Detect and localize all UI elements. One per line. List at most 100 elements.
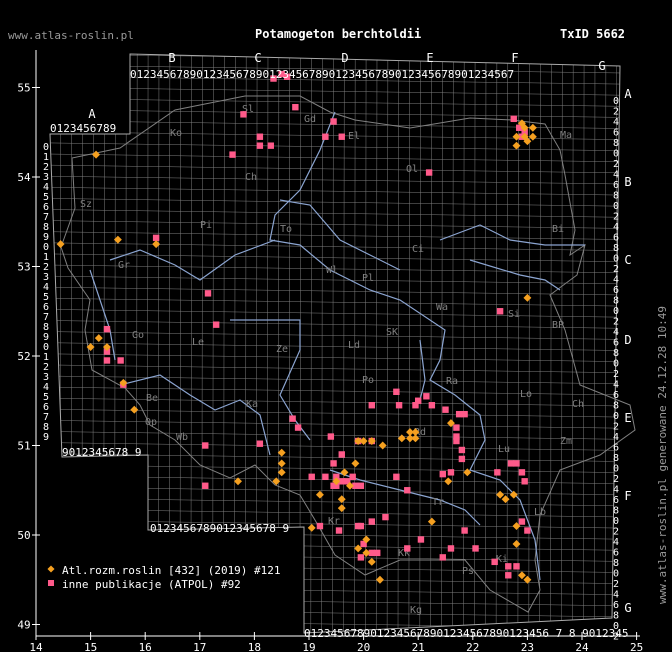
atlas-record-marker bbox=[152, 240, 161, 249]
region-label: Wa bbox=[436, 302, 448, 313]
grid-digit-right: 6 bbox=[613, 338, 619, 349]
other-publication-marker bbox=[439, 470, 446, 478]
grid-digit-right: 0 bbox=[613, 621, 619, 632]
atlas-record-marker bbox=[411, 428, 420, 437]
other-publication-marker bbox=[357, 522, 365, 530]
x-tick-label: 23 bbox=[521, 641, 534, 652]
grid-line-horizontal bbox=[50, 597, 620, 607]
grid-line-vertical bbox=[147, 54, 149, 633]
grid-digit-right: 2 bbox=[613, 212, 619, 223]
grid-line-vertical bbox=[375, 54, 378, 633]
other-publication-marker bbox=[455, 410, 463, 418]
grid-line-horizontal bbox=[50, 186, 620, 196]
atlas-record-marker bbox=[337, 495, 346, 504]
atlas-record-marker bbox=[528, 123, 537, 132]
other-publication-marker bbox=[283, 73, 291, 80]
grid-line-vertical bbox=[408, 54, 410, 633]
atlas-record-marker bbox=[509, 490, 518, 499]
grid-letter-right: E bbox=[624, 411, 631, 425]
region-label: Lo bbox=[520, 389, 532, 400]
other-publication-marker bbox=[316, 522, 324, 530]
y-tick-label: 49 bbox=[17, 619, 30, 632]
grid-digit-left: 8 bbox=[43, 322, 49, 333]
atlas-record-marker bbox=[340, 468, 349, 477]
other-publication-marker bbox=[513, 563, 520, 570]
grid-digit-left: 8 bbox=[43, 222, 49, 233]
grid-digit-left: 3 bbox=[43, 272, 49, 283]
grid-line-horizontal bbox=[50, 375, 620, 385]
other-publication-marker bbox=[382, 513, 389, 521]
grid-line-vertical bbox=[125, 54, 127, 633]
region-label: Pi bbox=[200, 220, 212, 231]
grid-line-vertical bbox=[234, 54, 236, 633]
atlas-record-marker bbox=[523, 575, 532, 584]
grid-digit-right: 0 bbox=[613, 306, 619, 317]
region-label: Wl bbox=[326, 265, 338, 276]
atlas-record-marker bbox=[113, 235, 122, 244]
grid-digit-right: 0 bbox=[613, 516, 619, 527]
other-publication-marker bbox=[494, 469, 501, 476]
region-label: Gd bbox=[304, 114, 316, 125]
grid-line-vertical bbox=[343, 54, 345, 633]
other-publication-marker bbox=[330, 460, 337, 467]
region-label: Sz bbox=[80, 199, 92, 210]
grid-digit-left: 0 bbox=[43, 242, 49, 253]
grid-line-vertical bbox=[310, 54, 312, 633]
other-publication-marker bbox=[338, 133, 345, 140]
grid-digit-right: 0 bbox=[613, 569, 619, 580]
grid-letter-right: G bbox=[624, 601, 631, 615]
grid-letter-top: D bbox=[341, 51, 348, 65]
river-line bbox=[89, 269, 116, 361]
region-label: Ka bbox=[246, 399, 258, 410]
grid-line-vertical bbox=[495, 54, 498, 633]
grid-line-vertical bbox=[517, 54, 519, 633]
grid-line-vertical bbox=[288, 54, 291, 633]
other-publication-marker bbox=[322, 473, 329, 481]
atlas-record-marker bbox=[444, 477, 453, 486]
grid-line-horizontal bbox=[50, 75, 620, 85]
region-label: Po bbox=[362, 375, 374, 386]
other-publication-marker bbox=[461, 527, 468, 534]
observation-markers bbox=[56, 70, 537, 584]
grid-line-horizontal bbox=[50, 364, 620, 374]
other-publication-marker bbox=[425, 169, 433, 176]
grid-line-horizontal bbox=[50, 420, 620, 429]
grid-line-horizontal bbox=[50, 453, 620, 462]
x-tick-label: 24 bbox=[575, 641, 589, 652]
grid-line-horizontal bbox=[50, 408, 620, 418]
atlas-record-marker bbox=[447, 419, 455, 428]
y-tick-label: 54 bbox=[17, 171, 31, 184]
other-publication-marker bbox=[229, 151, 236, 158]
y-tick-label: 51 bbox=[17, 440, 30, 453]
country-border bbox=[60, 95, 636, 613]
other-publication-marker bbox=[117, 357, 124, 364]
atlas-record-marker bbox=[337, 504, 346, 513]
other-publication-marker bbox=[395, 402, 403, 409]
grid-digit-right: 4 bbox=[613, 222, 619, 233]
grid-letter-top: E bbox=[426, 51, 433, 65]
x-tick-label: 22 bbox=[466, 641, 479, 652]
grid-outline bbox=[49, 53, 621, 634]
grid-line-horizontal bbox=[50, 431, 620, 440]
x-tick-label: 25 bbox=[630, 641, 643, 652]
atlas-record-marker bbox=[307, 523, 316, 532]
grid-digit-right: 8 bbox=[613, 611, 619, 622]
other-publication-marker bbox=[267, 142, 274, 149]
atlas-record-marker bbox=[362, 535, 371, 544]
site-url[interactable]: www.atlas-roslin.pl bbox=[8, 29, 134, 42]
grid-line-horizontal bbox=[50, 131, 620, 140]
other-publication-marker bbox=[256, 133, 264, 140]
grid-lines bbox=[50, 54, 620, 633]
grid-line-horizontal bbox=[50, 542, 620, 551]
atlas-record-marker bbox=[406, 434, 414, 443]
grid-digit-right: 0 bbox=[613, 149, 619, 160]
region-label: BP bbox=[552, 320, 564, 331]
grid-line-horizontal bbox=[50, 175, 620, 185]
grid-digit-left: 5 bbox=[43, 292, 49, 303]
grid-line-vertical bbox=[266, 54, 269, 633]
river-line bbox=[230, 319, 311, 441]
grid-digit-right: 2 bbox=[613, 579, 619, 590]
grid-digit-right: 4 bbox=[613, 485, 619, 496]
grid-line-horizontal bbox=[50, 386, 620, 396]
grid-digit-left: 2 bbox=[43, 362, 49, 373]
